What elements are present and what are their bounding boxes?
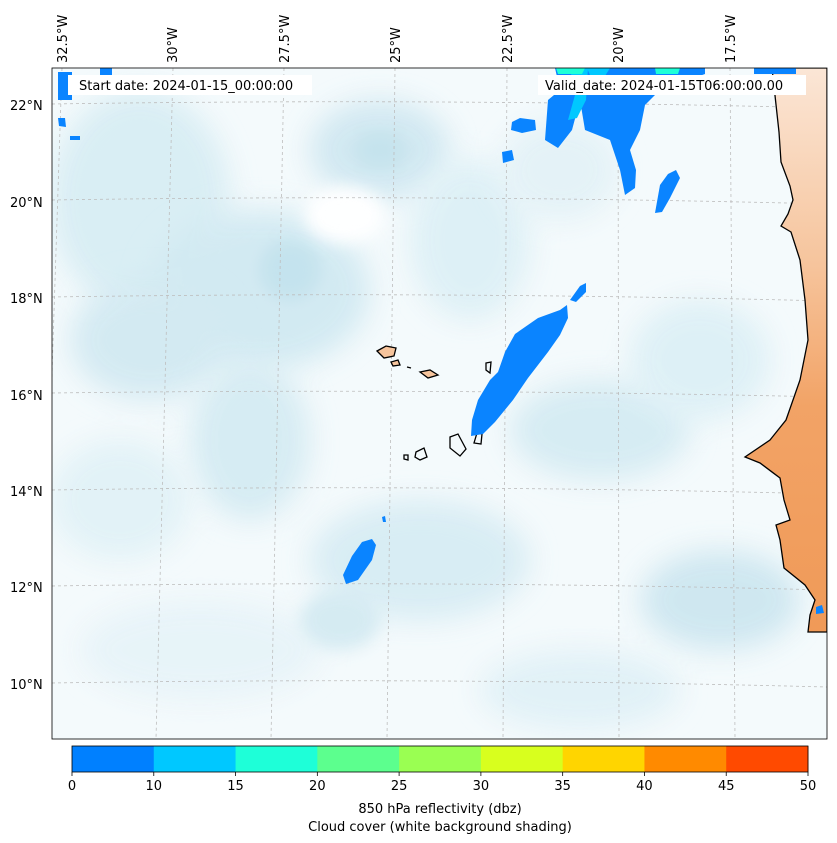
reflectivity-cell-dot bbox=[502, 150, 514, 163]
colorbar-segment bbox=[562, 746, 645, 772]
colorbar-label-reflectivity: 850 hPa reflectivity (dbz) bbox=[358, 802, 521, 817]
lat-label-16n: 16°N bbox=[10, 389, 43, 404]
lat-label-10n: 10°N bbox=[10, 678, 43, 693]
colorbar-tick-label: 30 bbox=[473, 779, 490, 794]
colorbar-segment bbox=[235, 746, 318, 772]
start-date-box bbox=[68, 75, 312, 95]
colorbar-tick-label: 45 bbox=[718, 779, 735, 794]
cape-verde-islands bbox=[375, 345, 492, 461]
colorbar-segment bbox=[72, 746, 155, 772]
map-gridlines bbox=[52, 68, 827, 739]
lon-label-27-5w: 27.5°W bbox=[278, 15, 293, 63]
map-panel: Start date: 2024-01-15_00:00:00 Valid_da… bbox=[51, 67, 828, 740]
reflectivity-band-main bbox=[471, 305, 568, 436]
lon-label-20w: 20°W bbox=[612, 27, 627, 63]
colorbar-tick-label: 15 bbox=[227, 779, 244, 794]
map-frame bbox=[51, 67, 828, 740]
reflectivity-cell-far-right bbox=[754, 68, 796, 74]
island-santo-antao bbox=[375, 345, 397, 359]
reflectivity-colorbar: 0 10 15 20 25 30 35 40 45 50 bbox=[68, 745, 817, 794]
reflectivity-cells bbox=[58, 68, 824, 614]
reflectivity-cell-left-dot2 bbox=[70, 136, 80, 140]
latitude-labels: 22°N 20°N 18°N 16°N 14°N 12°N 10°N bbox=[10, 99, 43, 693]
island-santiago bbox=[449, 433, 467, 457]
colorbar-tick-label: 50 bbox=[800, 779, 817, 794]
reflectivity-cell-north-small bbox=[511, 118, 536, 133]
reflectivity-cell-south bbox=[343, 539, 376, 584]
lat-label-20n: 20°N bbox=[10, 196, 43, 211]
colorbar-tick-label: 20 bbox=[309, 779, 326, 794]
cloud-cover-shading bbox=[52, 90, 800, 730]
reflectivity-cell-far-right-small bbox=[816, 605, 824, 614]
island-fogo bbox=[414, 447, 428, 461]
colorbar-segment bbox=[317, 746, 400, 772]
lon-label-17-5w: 17.5°W bbox=[724, 15, 739, 63]
reflectivity-cell-top-right bbox=[580, 68, 705, 195]
colorbar-tick-label: 0 bbox=[68, 779, 76, 794]
colorbar-segment bbox=[153, 746, 237, 772]
island-dot bbox=[406, 366, 412, 369]
reflectivity-cell-northeast bbox=[570, 283, 586, 302]
lon-label-32-5w: 32.5°W bbox=[56, 15, 71, 63]
reflectivity-cell-top-mid bbox=[100, 68, 112, 75]
colorbar-tick-label: 40 bbox=[636, 779, 653, 794]
lat-label-12n: 12°N bbox=[10, 581, 43, 596]
lat-label-22n: 22°N bbox=[10, 99, 43, 114]
reflectivity-cell-mid bbox=[655, 170, 680, 213]
colorbar-segment bbox=[644, 746, 727, 772]
colorbar-tick-label: 35 bbox=[554, 779, 571, 794]
lon-label-25w: 25°W bbox=[389, 27, 404, 63]
start-date-label: Start date: 2024-01-15_00:00:00 bbox=[79, 79, 293, 94]
colorbar-segment bbox=[480, 746, 564, 772]
island-brava bbox=[403, 454, 409, 461]
colorbar-tick-label: 25 bbox=[391, 779, 408, 794]
colorbar-segment bbox=[399, 746, 482, 772]
lat-label-18n: 18°N bbox=[10, 292, 43, 307]
island-sao-vicente bbox=[390, 359, 401, 367]
colorbar-frame bbox=[71, 745, 809, 773]
africa-coastline bbox=[743, 68, 827, 633]
colorbar-label-cloud-cover: Cloud cover (white background shading) bbox=[308, 820, 572, 835]
colorbar-tick-label: 10 bbox=[146, 779, 163, 794]
reflectivity-cyan-cells bbox=[556, 68, 680, 74]
valid-date-box bbox=[538, 75, 806, 95]
lat-label-14n: 14°N bbox=[10, 485, 43, 500]
reflectivity-cell-small-south bbox=[382, 516, 386, 522]
valid-date-label: Valid_date: 2024-01-15T06:00:00.00 bbox=[545, 79, 783, 94]
colorbar-segment bbox=[726, 746, 809, 772]
reflectivity-cell-left-dots bbox=[58, 118, 66, 127]
island-sal bbox=[485, 361, 492, 375]
lon-label-22-5w: 22.5°W bbox=[501, 15, 516, 63]
lon-label-30w: 30°W bbox=[166, 27, 181, 63]
island-sao-nicolau bbox=[418, 369, 440, 379]
longitude-labels: 32.5°W 30°W 27.5°W 25°W 22.5°W 20°W 17.5… bbox=[56, 15, 739, 63]
